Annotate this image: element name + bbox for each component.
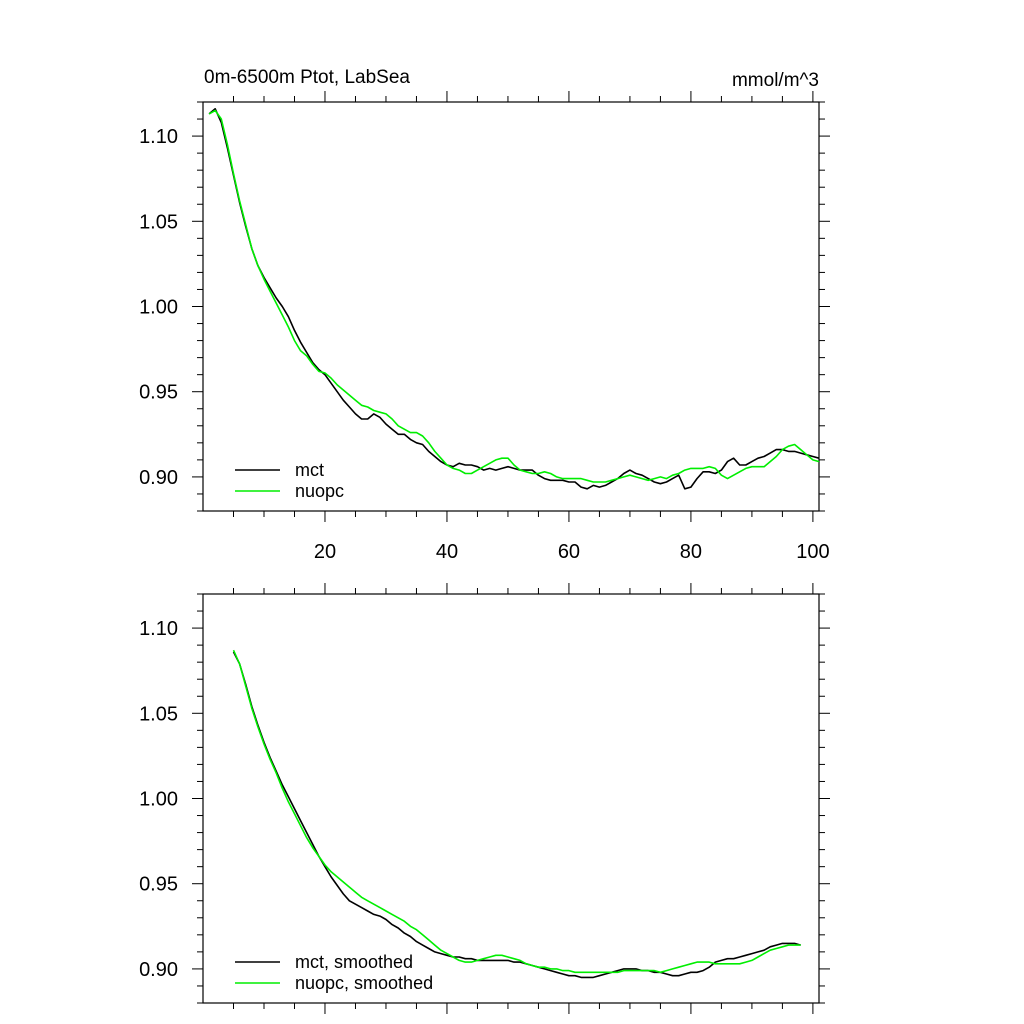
series-line-0 <box>208 108 820 490</box>
chart-units: mmol/m^3 <box>732 70 819 91</box>
x-tick-label: 100 <box>796 541 829 563</box>
y-tick-label: 1.00 <box>139 297 178 319</box>
series-line-1 <box>232 649 801 974</box>
series-line-1 <box>208 109 820 483</box>
legend-label: nuopc <box>295 481 344 501</box>
y-tick-label: 0.90 <box>139 467 178 489</box>
x-tick-label: 80 <box>680 541 702 563</box>
y-tick-label: 0.95 <box>139 382 178 404</box>
y-tick-label: 1.05 <box>139 211 178 233</box>
y-tick-label: 1.10 <box>139 618 178 640</box>
x-tick-label: 20 <box>314 541 336 563</box>
y-tick-label: 0.90 <box>139 959 178 981</box>
plot-frame <box>202 101 820 512</box>
x-tick-label: 60 <box>558 541 580 563</box>
x-tick-label: 40 <box>436 541 458 563</box>
legend-label: nuopc, smoothed <box>295 973 433 993</box>
series-line-0 <box>232 651 801 979</box>
plot-frame <box>202 593 820 1004</box>
legend-label: mct, smoothed <box>295 952 413 972</box>
y-tick-label: 0.95 <box>139 874 178 896</box>
y-tick-label: 1.00 <box>139 789 178 811</box>
bottom-panel: 0.90 0.95 1.00 1.05 1.10 mct, smoothednuopc, … <box>139 583 830 1014</box>
y-tick-label: 1.10 <box>139 126 178 148</box>
y-tick-label: 1.05 <box>139 703 178 725</box>
chart-title: 0m-6500m Ptot, LabSea <box>204 67 410 88</box>
legend-label: mct <box>295 460 324 480</box>
